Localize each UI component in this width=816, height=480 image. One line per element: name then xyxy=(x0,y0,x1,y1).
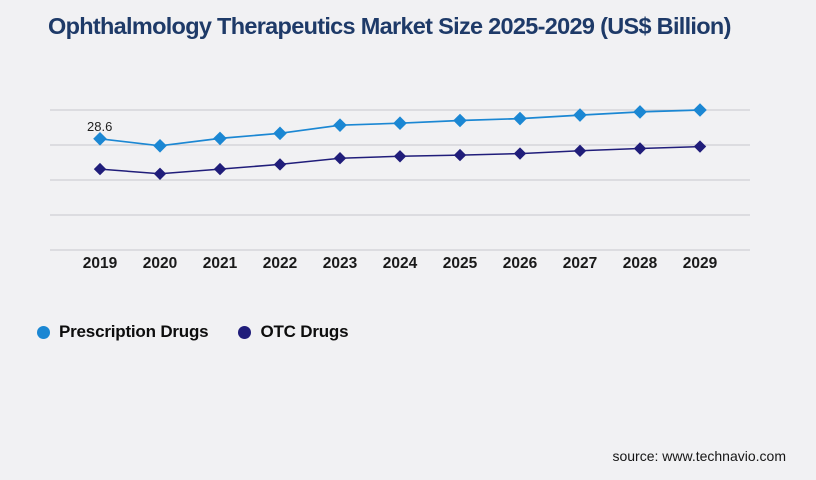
data-point-prescription-drugs xyxy=(393,116,407,131)
x-axis-label: 2021 xyxy=(203,255,238,272)
legend-item-otc-drugs: OTC Drugs xyxy=(238,322,349,342)
x-axis-label: 2025 xyxy=(443,255,478,272)
data-point-prescription-drugs xyxy=(453,113,467,128)
chart-legend: Prescription Drugs OTC Drugs xyxy=(37,322,349,342)
legend-label: OTC Drugs xyxy=(260,322,349,341)
chart-title: Ophthalmology Therapeutics Market Size 2… xyxy=(48,13,731,39)
data-point-prescription-drugs xyxy=(213,131,227,146)
x-axis-label: 2020 xyxy=(143,255,177,272)
data-point-otc-drugs xyxy=(273,158,287,171)
prescription-drugs-marker-icon xyxy=(37,325,50,339)
x-axis-label: 2028 xyxy=(623,255,658,272)
source-attribution: source: www.technavio.com xyxy=(612,448,786,464)
line-chart: 28.6 2019 2020 2021 2022 2023 2024 2025 2026 2027… xyxy=(50,103,750,272)
x-axis-label: 2024 xyxy=(383,255,418,272)
x-axis-label: 2022 xyxy=(263,255,297,272)
data-point-otc-drugs xyxy=(453,148,467,162)
x-axis-label: 2029 xyxy=(683,255,718,272)
legend-label: Prescription Drugs xyxy=(59,322,209,341)
x-axis-label: 2026 xyxy=(503,255,538,272)
data-point-otc-drugs xyxy=(213,162,227,176)
data-point-prescription-drugs xyxy=(153,138,167,153)
otc-drugs-marker-icon xyxy=(238,325,252,339)
legend-item-prescription-drugs: Prescription Drugs xyxy=(37,322,209,342)
x-axis-label: 2023 xyxy=(323,255,358,272)
data-point-otc-drugs xyxy=(153,167,167,180)
data-point-otc-drugs xyxy=(333,152,347,165)
data-point-otc-drugs xyxy=(633,142,647,155)
x-axis-label: 2019 xyxy=(83,255,118,272)
data-point-prescription-drugs xyxy=(273,126,287,141)
data-point-prescription-drugs xyxy=(513,111,527,126)
data-point-otc-drugs xyxy=(393,150,407,163)
data-point-prescription-drugs xyxy=(633,105,647,119)
data-point-prescription-drugs xyxy=(573,108,587,122)
data-point-prescription-drugs xyxy=(333,118,347,132)
data-point-otc-drugs xyxy=(693,140,707,153)
data-point-prescription-drugs xyxy=(693,103,707,117)
data-point-otc-drugs xyxy=(573,144,587,158)
point-data-label: 28.6 xyxy=(87,119,112,134)
x-axis-label: 2027 xyxy=(563,255,597,272)
data-point-prescription-drugs xyxy=(93,131,107,146)
data-point-otc-drugs xyxy=(513,147,527,160)
data-point-otc-drugs xyxy=(93,162,107,176)
